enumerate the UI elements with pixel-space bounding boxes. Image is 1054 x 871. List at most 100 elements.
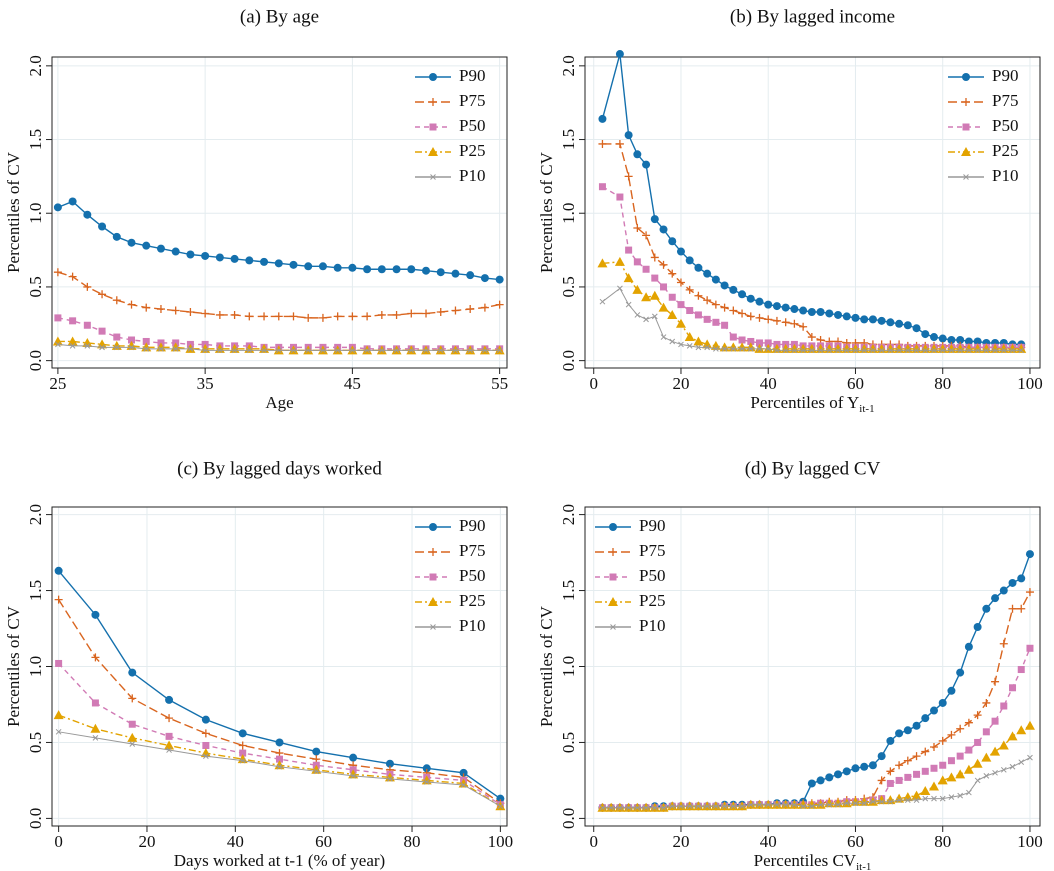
legend-marker xyxy=(429,73,437,81)
data-point xyxy=(937,775,948,785)
data-point xyxy=(142,241,151,250)
x-tick-label: 80 xyxy=(934,832,951,851)
data-point xyxy=(755,339,763,347)
data-point xyxy=(215,253,224,262)
data-point xyxy=(913,770,921,778)
data-point xyxy=(807,307,816,316)
data-point xyxy=(651,313,658,320)
data-point xyxy=(625,301,632,308)
data-point xyxy=(304,313,313,322)
data-point xyxy=(422,764,431,773)
data-point xyxy=(641,292,652,302)
data-point xyxy=(625,246,633,254)
data-point xyxy=(895,776,903,784)
x-tick-label: 45 xyxy=(344,374,361,393)
data-point xyxy=(921,714,930,723)
data-point xyxy=(642,265,650,273)
data-point xyxy=(98,327,106,335)
data-point xyxy=(55,341,61,348)
legend-marker xyxy=(429,98,437,106)
data-point xyxy=(363,265,372,274)
y-tick-label: 0.5 xyxy=(26,732,45,753)
data-point xyxy=(755,297,764,306)
data-point xyxy=(851,764,860,773)
data-point xyxy=(54,595,63,604)
data-point xyxy=(91,699,99,707)
data-point xyxy=(842,312,851,321)
y-tick-label: 0.5 xyxy=(559,276,578,297)
x-tick-label: 0 xyxy=(54,832,63,851)
legend-label: P75 xyxy=(992,91,1018,110)
data-point xyxy=(127,300,136,309)
data-point xyxy=(998,740,1009,750)
data-point xyxy=(693,336,704,346)
data-point xyxy=(746,294,755,303)
data-point xyxy=(886,318,895,327)
data-point xyxy=(721,803,728,810)
data-point xyxy=(668,269,677,278)
data-point xyxy=(711,275,720,284)
data-point xyxy=(201,309,210,318)
y-tick-label: 2.0 xyxy=(26,55,45,76)
data-point xyxy=(274,259,283,268)
data-point xyxy=(305,347,312,354)
data-point xyxy=(82,337,93,347)
data-point xyxy=(201,729,210,738)
data-point xyxy=(128,336,136,344)
x-tick-label: 35 xyxy=(197,374,214,393)
data-point xyxy=(275,347,282,354)
data-point xyxy=(669,338,676,345)
data-point xyxy=(616,193,624,201)
data-point xyxy=(67,336,78,346)
x-tick-label: 60 xyxy=(847,832,864,851)
data-point xyxy=(1025,550,1034,559)
data-point xyxy=(1024,720,1035,730)
data-point xyxy=(903,726,912,735)
panel: (c) By lagged days worked 0.0 0.5 1.0 1.5 2.0… xyxy=(4,458,513,870)
data-point xyxy=(956,752,964,760)
data-point xyxy=(53,710,64,720)
data-point xyxy=(1026,644,1034,652)
data-point xyxy=(983,773,990,779)
data-point xyxy=(790,319,799,328)
data-point xyxy=(142,337,150,345)
data-point xyxy=(738,290,747,299)
data-point xyxy=(349,753,358,762)
data-point xyxy=(772,302,781,311)
data-point xyxy=(963,764,974,774)
data-point xyxy=(721,345,728,352)
data-point xyxy=(276,763,283,770)
data-point xyxy=(55,659,63,667)
data-point xyxy=(659,225,668,234)
data-point xyxy=(451,269,460,278)
data-point xyxy=(929,333,938,342)
data-point xyxy=(598,114,607,123)
data-point xyxy=(720,281,729,290)
data-point xyxy=(200,748,211,758)
data-point xyxy=(878,347,885,354)
data-point xyxy=(274,312,283,321)
x-tick-label: 80 xyxy=(404,832,421,851)
data-point xyxy=(929,743,938,752)
data-point xyxy=(973,337,982,346)
data-point xyxy=(694,311,702,319)
y-tick-label: 0.0 xyxy=(559,808,578,829)
data-point xyxy=(791,801,798,808)
plot-frame xyxy=(584,506,1041,827)
data-point xyxy=(852,347,859,354)
data-point xyxy=(112,232,121,241)
data-point xyxy=(807,333,816,342)
legend-label: P25 xyxy=(639,591,665,610)
data-point xyxy=(835,801,841,808)
data-point xyxy=(825,773,834,782)
x-tick-label: 20 xyxy=(138,832,155,851)
y-tick-label: 0.5 xyxy=(26,276,45,297)
data-point xyxy=(260,257,269,266)
data-point xyxy=(738,309,747,318)
data-point xyxy=(685,285,694,294)
data-point xyxy=(999,639,1008,648)
data-point xyxy=(387,776,393,782)
data-point xyxy=(318,313,327,322)
data-point xyxy=(202,741,210,749)
data-point xyxy=(948,347,955,354)
